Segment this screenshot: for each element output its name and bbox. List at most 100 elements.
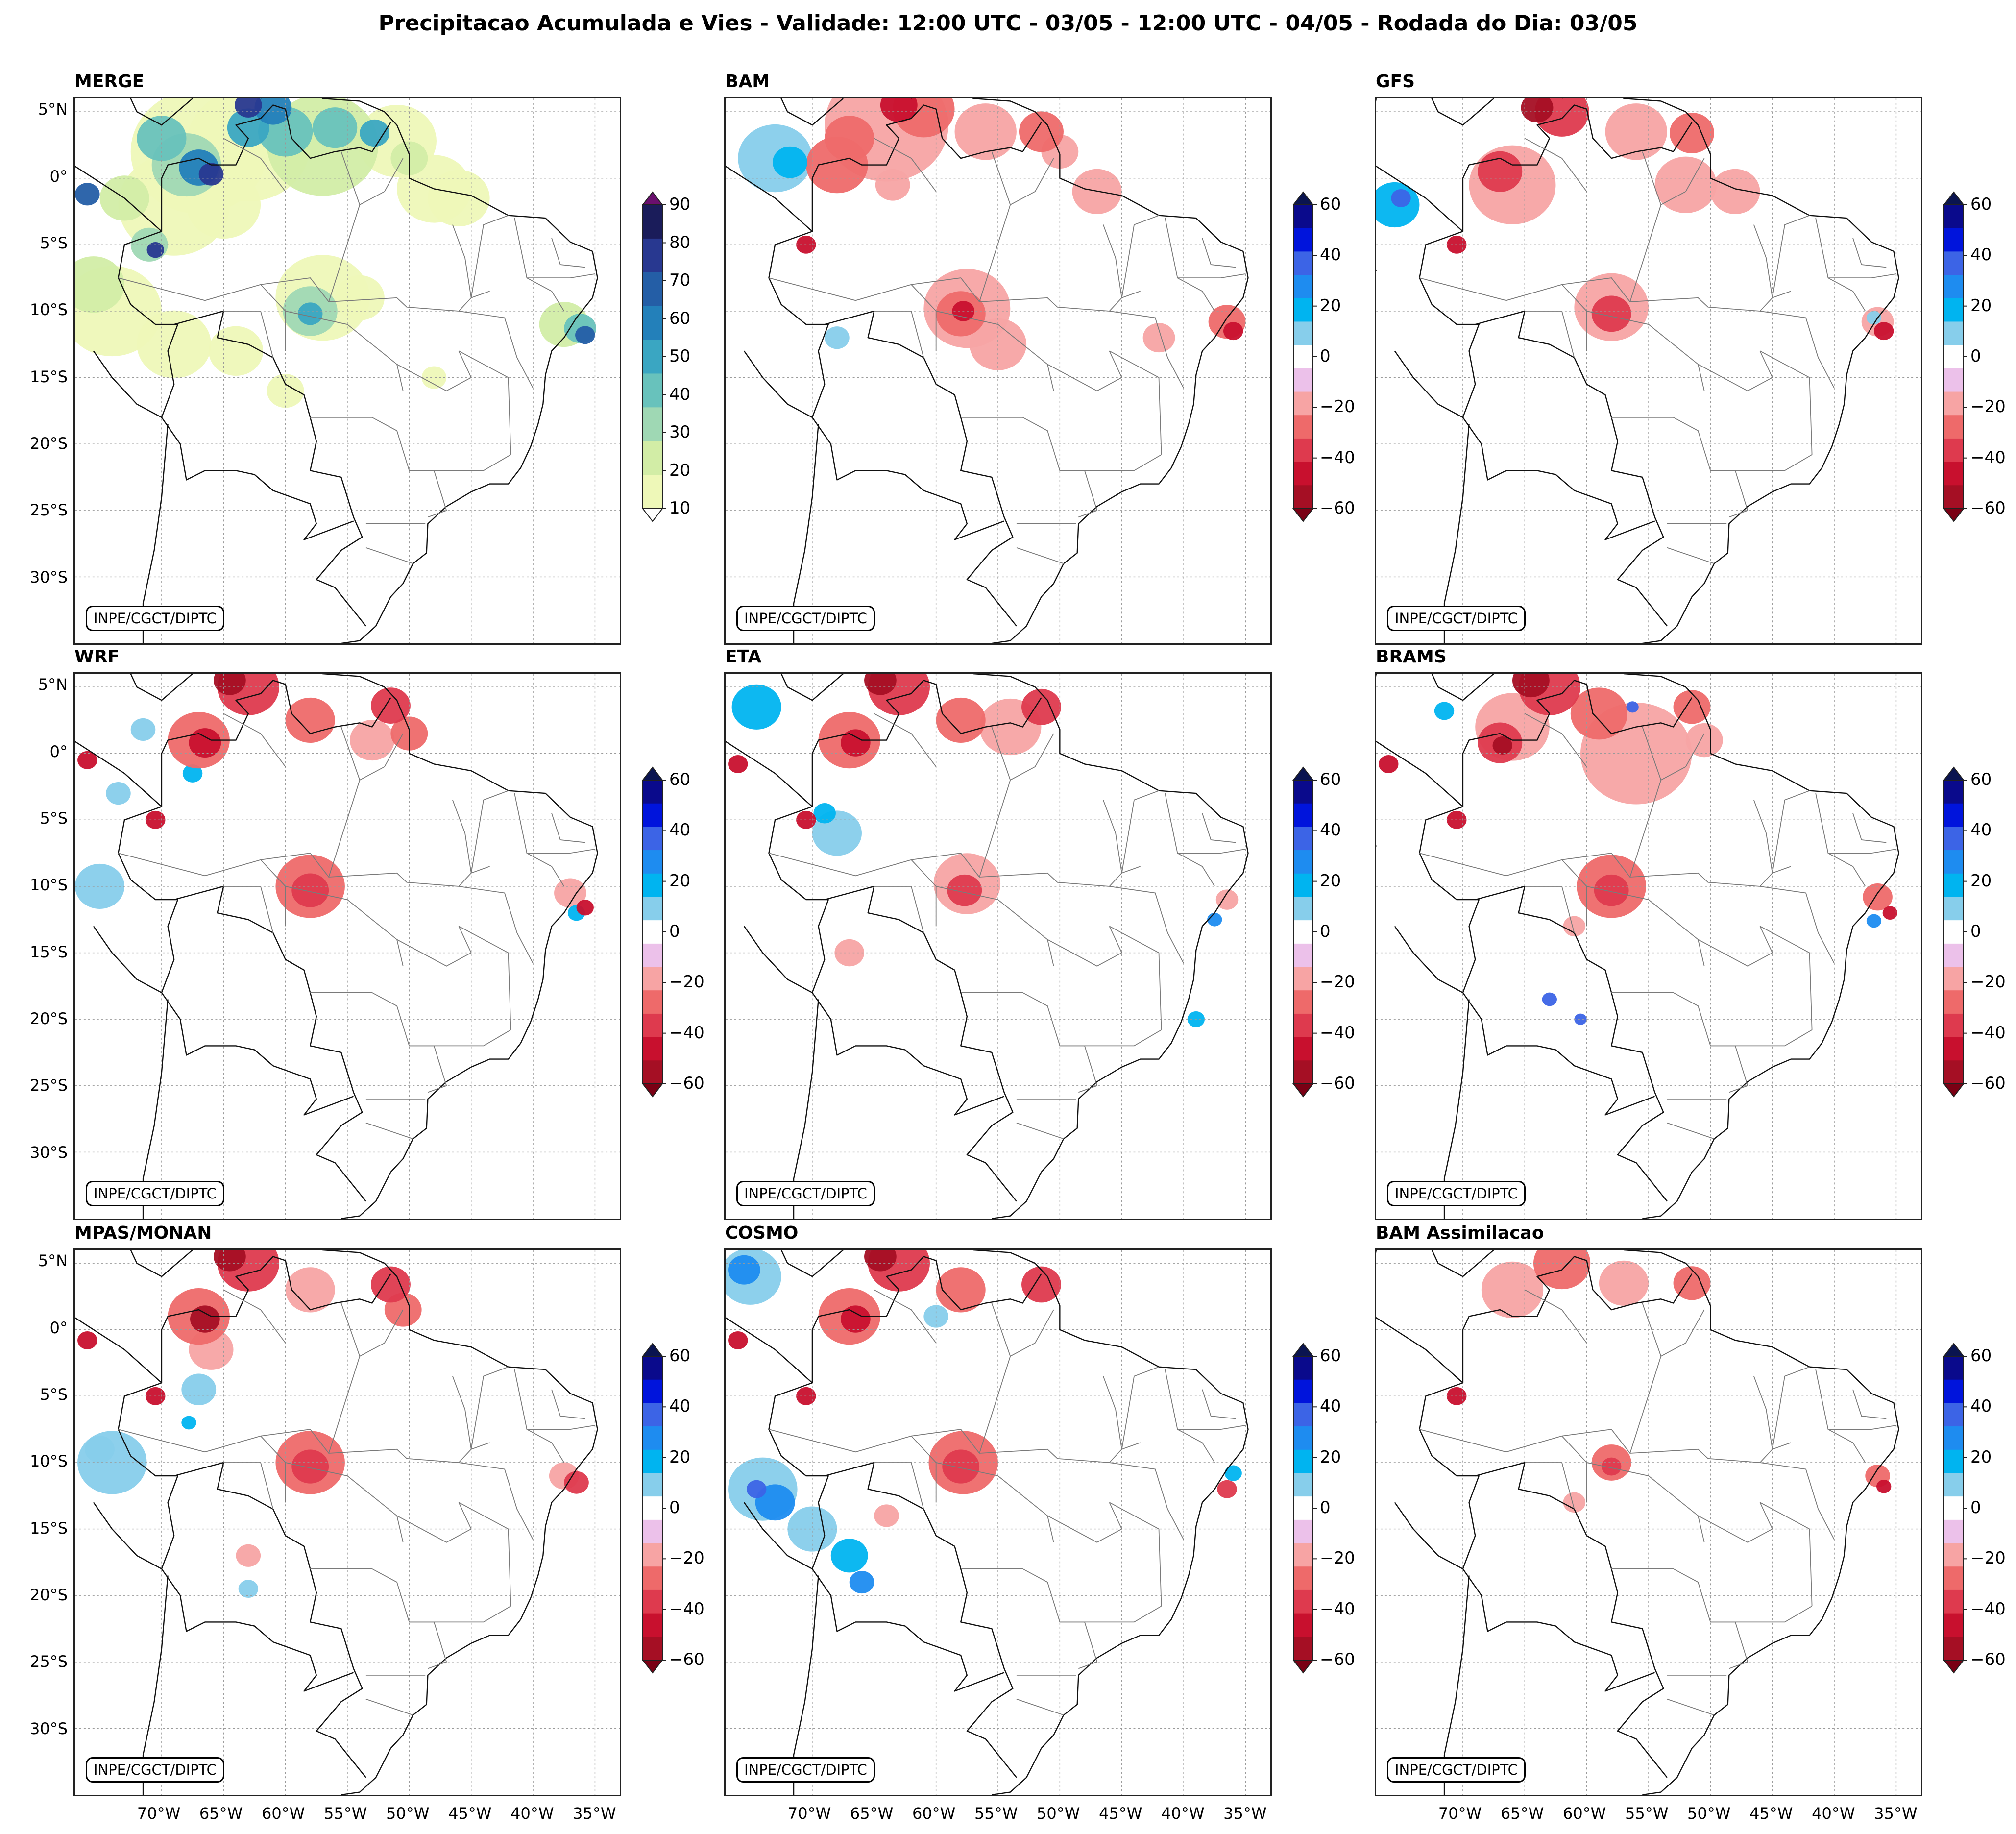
colorbar-under-arrow [1292,508,1314,522]
colorbar-tick-label: −60 [1320,1650,1355,1669]
field-cell [1710,169,1760,214]
field-cell [1591,295,1631,332]
field-cell [849,1570,874,1594]
colorbar-bin [1293,251,1313,275]
colorbar-bin [1944,943,1964,968]
colorbar-bin [1293,897,1313,921]
colorbar-tick-label: −20 [1320,1548,1355,1568]
colorbar-bin [643,780,662,804]
field-cell [85,1436,115,1463]
colorbar: 60 40 20 0 −20 −40 −60 [639,760,712,1103]
colorbar-bin [1293,1473,1313,1497]
colorbar-over-arrow [1292,766,1314,781]
field-cell [198,163,224,186]
lat-tick-label: 25°S [29,501,68,520]
colorbar-tick-label: 20 [669,1447,691,1467]
colorbar-bin [643,475,662,509]
field-cell [1673,690,1711,724]
colorbar-bin [1293,1543,1313,1567]
credit-label: INPE/CGCT/DIPTC [736,606,875,631]
field-cell [214,674,246,695]
field-cell [297,302,323,325]
state-borders [769,138,1246,564]
colorbar-tick-label: −60 [1320,1074,1355,1093]
colorbar-tick-label: −20 [1970,397,2006,417]
panel-title: COSMO [725,1223,799,1243]
colorbar-under-arrow [641,508,664,522]
lon-tick-label: 50°W [1037,1804,1080,1823]
colorbar-under-arrow [1292,1083,1314,1098]
field-cell [875,169,910,201]
field-cell [564,1471,589,1494]
state-borders [769,713,1246,1140]
colorbar-tick-label: 90 [669,195,691,214]
field-cell [726,807,806,886]
colorbar-tick-label: −60 [1970,498,2006,518]
colorbar-bin [1944,780,1964,804]
field-cell [371,1266,411,1303]
colorbar-bin [1293,1356,1313,1380]
field-cell [864,674,897,695]
field-cell [106,782,131,805]
colorbar-tick-label: −20 [1970,972,2006,992]
field-cell [1022,1478,1048,1501]
field-cell [181,1416,196,1430]
colorbar-tick-label: 0 [1320,922,1331,941]
colorbar-tick-label: 60 [1970,195,1992,214]
field-cell [1142,323,1175,353]
colorbar-bin [1944,1037,1964,1061]
lat-tick-label: 5°S [40,1385,68,1404]
colorbar-under-arrow [641,1083,664,1098]
field-cell [1035,1338,1060,1361]
lon-tick-label: 50°W [1687,1804,1731,1823]
colorbar-bin [1293,1613,1313,1637]
field-cell [1667,1445,1704,1480]
field-cell [1685,723,1723,758]
lat-tick-label: 5°S [40,808,68,828]
colorbar-tick-label: −20 [1320,397,1355,417]
field-cell [575,326,595,344]
field-cell [137,310,211,378]
colorbar-tick-label: 20 [1320,871,1341,891]
colorbar-tick-label: 20 [669,460,691,480]
colorbar-tick-label: −40 [1320,1023,1355,1043]
field-cell [731,684,781,730]
field-cell [1481,1261,1544,1318]
colorbar-bin [1944,1473,1964,1497]
field-cell [1873,322,1894,341]
field-cell [1434,702,1455,720]
colorbar-tick-label: 60 [1320,1346,1341,1366]
colorbar-bin [1944,1356,1964,1380]
lon-tick-label: 60°W [912,1804,956,1823]
colorbar-under-arrow [641,1660,664,1674]
lat-tick-label: 30°S [29,1719,68,1738]
state-borders [118,1289,595,1716]
colorbar-under-arrow [1943,1660,1965,1674]
field-cell [936,697,986,743]
colorbar: 60 40 20 0 −20 −40 −60 [1940,760,2014,1103]
colorbar-bin [1944,967,1964,991]
graticule [726,674,1270,1219]
panel-title: GFS [1376,72,1415,92]
colorbar-bin [643,1013,662,1038]
colorbar-bin [1944,920,1964,944]
colorbar-bin [1944,850,1964,874]
field-cell [1601,1457,1622,1476]
field-cell [1717,1313,1754,1347]
field-cell [214,1250,246,1272]
field-cell [1478,151,1523,192]
colorbar-tick-label: 60 [1970,1346,1992,1366]
field-cell [1512,674,1550,698]
colorbar-bin [643,1473,662,1497]
field-cell [285,1267,335,1313]
colorbar-bin [643,1589,662,1614]
lat-tick-label: 20°S [29,1009,68,1028]
map-panel-merge: INPE/CGCT/DIPTC [73,97,621,645]
colorbar-bin [1944,1637,1964,1661]
field-cell [130,718,156,741]
lat-tick-label: 15°S [29,1518,68,1538]
colorbar-tick-label: −60 [1970,1650,2006,1669]
colorbar-bin [1944,438,1964,463]
lat-tick-label: 20°S [29,1585,68,1604]
colorbar-bin [1293,850,1313,874]
